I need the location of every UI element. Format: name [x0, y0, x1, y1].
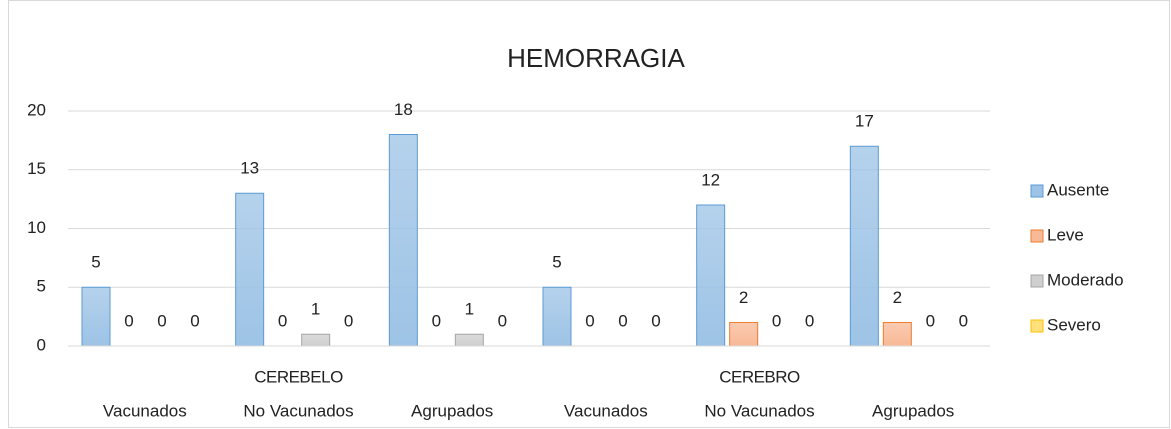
data-label: 0: [618, 311, 627, 330]
data-label: 2: [739, 288, 748, 307]
data-label: 1: [311, 300, 320, 319]
bar: [882, 322, 912, 347]
x-tick-label: Vacunados: [103, 401, 187, 420]
data-label: 0: [124, 311, 133, 330]
bar: [388, 134, 418, 347]
data-label: 0: [651, 311, 660, 330]
bar: [542, 286, 572, 347]
data-label: 0: [772, 311, 781, 330]
data-label: 13: [240, 159, 259, 178]
data-label: 0: [432, 311, 441, 330]
data-label: 0: [344, 311, 353, 330]
x-tick-label: Agrupados: [411, 401, 493, 420]
data-label: 0: [959, 311, 968, 330]
data-label: 5: [552, 253, 561, 272]
y-tick-label: 10: [27, 218, 46, 237]
legend-swatch: [1030, 274, 1044, 288]
bar: [729, 322, 759, 347]
x-tick-label: No Vacunados: [243, 401, 353, 420]
bar: [696, 204, 726, 347]
data-label: 0: [190, 311, 199, 330]
data-label: 1: [465, 300, 474, 319]
data-label: 18: [394, 100, 413, 119]
bar: [301, 333, 331, 347]
legend-label: Ausente: [1047, 180, 1109, 199]
legend-label: Severo: [1047, 315, 1101, 334]
data-label: 12: [701, 170, 720, 189]
data-label: 5: [91, 253, 100, 272]
data-label: 2: [893, 288, 902, 307]
x-tick-label: Vacunados: [564, 401, 648, 420]
bar: [81, 286, 111, 347]
data-label: 0: [278, 311, 287, 330]
y-tick-label: 20: [27, 100, 46, 119]
legend-swatch: [1030, 319, 1044, 333]
bar: [849, 145, 879, 347]
legend-swatch: [1030, 229, 1044, 243]
bar: [454, 333, 484, 347]
bar: [235, 192, 265, 347]
data-label: 0: [585, 311, 594, 330]
legend-label: Leve: [1047, 225, 1084, 244]
data-label: 0: [157, 311, 166, 330]
x-tick-label: Agrupados: [872, 401, 954, 420]
legend-swatch: [1030, 184, 1044, 198]
data-label: 0: [926, 311, 935, 330]
chart-border: [8, 0, 1170, 428]
category-group-label: CEREBELO: [254, 367, 343, 386]
category-group-label: CEREBRO: [719, 367, 800, 386]
data-label: 0: [805, 311, 814, 330]
y-tick-label: 5: [37, 277, 46, 296]
data-label: 0: [498, 311, 507, 330]
data-label: 17: [855, 112, 874, 131]
y-tick-label: 15: [27, 159, 46, 178]
chart-title: HEMORRAGIA: [507, 43, 685, 73]
legend-label: Moderado: [1047, 270, 1124, 289]
y-tick-label: 0: [37, 335, 46, 354]
x-tick-label: No Vacunados: [704, 401, 814, 420]
